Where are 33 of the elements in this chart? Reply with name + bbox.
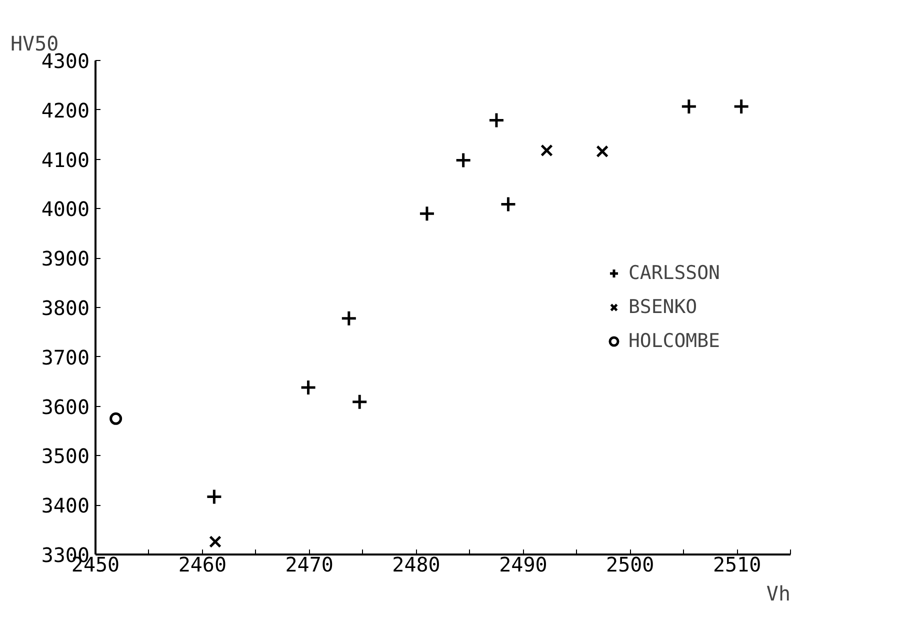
y-tick-label: 3400: [41, 494, 90, 518]
y-tick-label: 3500: [41, 444, 90, 468]
point: [540, 144, 553, 157]
point: [300, 379, 317, 396]
legend-label: BSENKO: [628, 296, 698, 318]
point: [351, 394, 368, 410]
point: [488, 112, 505, 129]
point: [110, 412, 122, 425]
y-tick-label: 3800: [41, 296, 90, 320]
y-tick-label: 4100: [41, 148, 90, 172]
point: [340, 310, 358, 327]
point: [500, 196, 516, 213]
legend-label: HOLCOMBE: [628, 330, 720, 352]
point: [209, 535, 222, 548]
y-tick-label: 4000: [41, 197, 90, 222]
x-tick-label: 2460: [178, 552, 227, 576]
legend-label: CARLSSON: [628, 262, 720, 284]
point: [596, 145, 609, 158]
y-tick-label: 3700: [41, 345, 90, 370]
point: [206, 488, 222, 505]
point: [680, 98, 698, 115]
point: [733, 98, 750, 115]
x-tick-label: 2510: [712, 552, 762, 576]
point: [455, 152, 472, 169]
x-tick-label: 2490: [499, 552, 548, 576]
y-tick-label: 4200: [41, 98, 90, 122]
y-tick-label: 3900: [41, 246, 90, 271]
point: [418, 205, 436, 222]
y-tick-label: 3600: [41, 394, 90, 419]
x-axis-title: Vh: [766, 582, 791, 606]
x-tick-label: 2500: [606, 552, 654, 576]
x-tick-label: 2480: [392, 552, 440, 576]
x-tick-label: 2470: [285, 552, 334, 576]
